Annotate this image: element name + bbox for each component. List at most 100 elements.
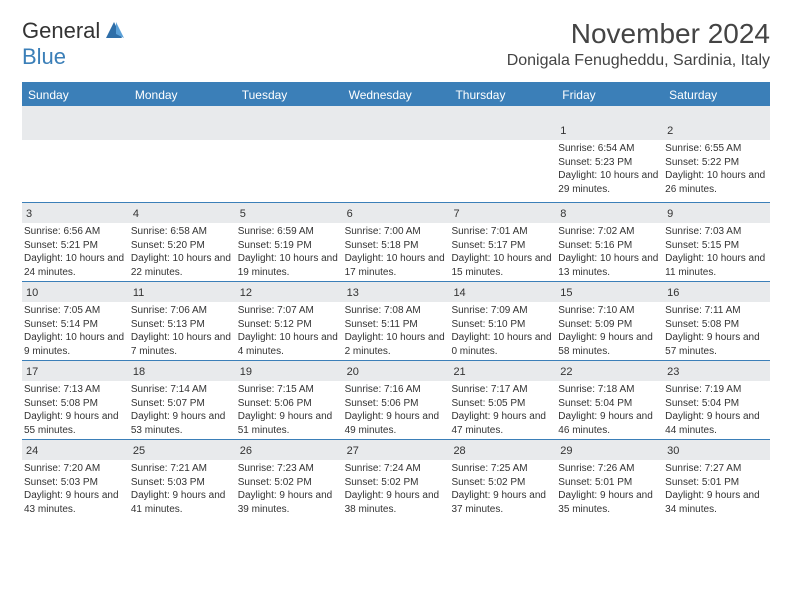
day-number: 11 (133, 287, 144, 299)
day-number: 24 (26, 445, 38, 457)
day-number-cell (449, 120, 556, 140)
sunset-text: Sunset: 5:02 PM (238, 476, 341, 490)
day-number-cell (22, 120, 129, 140)
sunrise-text: Sunrise: 7:05 AM (24, 304, 127, 318)
day-number: 21 (453, 366, 465, 378)
sunset-text: Sunset: 5:01 PM (558, 476, 661, 490)
sunrise-text: Sunrise: 7:24 AM (345, 462, 448, 476)
day-cell: Sunrise: 7:15 AMSunset: 5:06 PMDaylight:… (236, 381, 343, 439)
daylight-text: Daylight: 10 hours and 19 minutes. (238, 252, 341, 279)
day-number-cell: 18 (129, 361, 236, 381)
daylight-text: Daylight: 10 hours and 17 minutes. (345, 252, 448, 279)
sunset-text: Sunset: 5:11 PM (345, 318, 448, 332)
day-cell: Sunrise: 7:00 AMSunset: 5:18 PMDaylight:… (343, 223, 450, 281)
daylight-text: Daylight: 10 hours and 4 minutes. (238, 331, 341, 358)
dow-sunday: Sunday (22, 84, 129, 106)
day-cell: Sunrise: 6:55 AMSunset: 5:22 PMDaylight:… (663, 140, 770, 202)
sunrise-text: Sunrise: 6:59 AM (238, 225, 341, 239)
day-number: 3 (26, 208, 32, 220)
day-cell: Sunrise: 7:13 AMSunset: 5:08 PMDaylight:… (22, 381, 129, 439)
day-number: 5 (240, 208, 246, 220)
daylight-text: Daylight: 10 hours and 24 minutes. (24, 252, 127, 279)
sunset-text: Sunset: 5:09 PM (558, 318, 661, 332)
sunrise-text: Sunrise: 7:11 AM (665, 304, 768, 318)
sunset-text: Sunset: 5:21 PM (24, 239, 127, 253)
day-number: 4 (133, 208, 139, 220)
page-title: November 2024 (507, 18, 770, 50)
day-number: 10 (26, 287, 38, 299)
day-cell: Sunrise: 7:25 AMSunset: 5:02 PMDaylight:… (449, 460, 556, 518)
sunrise-text: Sunrise: 7:21 AM (131, 462, 234, 476)
sunrise-text: Sunrise: 6:54 AM (558, 142, 661, 156)
daylight-text: Daylight: 10 hours and 0 minutes. (451, 331, 554, 358)
day-cell: Sunrise: 7:20 AMSunset: 5:03 PMDaylight:… (22, 460, 129, 518)
day-number: 19 (240, 366, 252, 378)
daylight-text: Daylight: 10 hours and 22 minutes. (131, 252, 234, 279)
spacer-row (22, 106, 770, 120)
sunrise-text: Sunrise: 7:09 AM (451, 304, 554, 318)
day-number: 27 (347, 445, 359, 457)
day-number-cell: 23 (663, 361, 770, 381)
day-cell: Sunrise: 6:58 AMSunset: 5:20 PMDaylight:… (129, 223, 236, 281)
sunset-text: Sunset: 5:08 PM (24, 397, 127, 411)
day-number: 9 (667, 208, 673, 220)
daylight-text: Daylight: 10 hours and 11 minutes. (665, 252, 768, 279)
day-number-cell (129, 120, 236, 140)
day-number-cell: 9 (663, 203, 770, 223)
sunrise-text: Sunrise: 7:03 AM (665, 225, 768, 239)
sunrise-text: Sunrise: 7:17 AM (451, 383, 554, 397)
daylight-text: Daylight: 10 hours and 29 minutes. (558, 169, 661, 196)
brand-blue: Blue (22, 44, 66, 69)
day-cell: Sunrise: 6:56 AMSunset: 5:21 PMDaylight:… (22, 223, 129, 281)
day-number-cell: 27 (343, 440, 450, 460)
day-number: 14 (453, 287, 465, 299)
sunrise-text: Sunrise: 7:16 AM (345, 383, 448, 397)
day-number: 30 (667, 445, 679, 457)
day-number: 6 (347, 208, 353, 220)
daylight-text: Daylight: 9 hours and 47 minutes. (451, 410, 554, 437)
day-cell: Sunrise: 7:14 AMSunset: 5:07 PMDaylight:… (129, 381, 236, 439)
day-number-cell: 13 (343, 282, 450, 302)
daylight-text: Daylight: 9 hours and 37 minutes. (451, 489, 554, 516)
sunset-text: Sunset: 5:10 PM (451, 318, 554, 332)
day-number-cell: 12 (236, 282, 343, 302)
day-cell: Sunrise: 7:11 AMSunset: 5:08 PMDaylight:… (663, 302, 770, 360)
day-number: 25 (133, 445, 145, 457)
day-number-cell: 24 (22, 440, 129, 460)
sunrise-text: Sunrise: 7:07 AM (238, 304, 341, 318)
day-number: 18 (133, 366, 145, 378)
daylight-text: Daylight: 10 hours and 2 minutes. (345, 331, 448, 358)
daylight-text: Daylight: 9 hours and 57 minutes. (665, 331, 768, 358)
day-number: 15 (560, 287, 572, 299)
sunrise-text: Sunrise: 6:58 AM (131, 225, 234, 239)
day-number: 17 (26, 366, 38, 378)
day-cell: Sunrise: 7:17 AMSunset: 5:05 PMDaylight:… (449, 381, 556, 439)
sunset-text: Sunset: 5:06 PM (345, 397, 448, 411)
sunrise-text: Sunrise: 7:06 AM (131, 304, 234, 318)
sunset-text: Sunset: 5:13 PM (131, 318, 234, 332)
sunset-text: Sunset: 5:08 PM (665, 318, 768, 332)
day-number-cell: 15 (556, 282, 663, 302)
daylight-text: Daylight: 9 hours and 41 minutes. (131, 489, 234, 516)
daylight-text: Daylight: 9 hours and 58 minutes. (558, 331, 661, 358)
sunrise-text: Sunrise: 7:26 AM (558, 462, 661, 476)
sunrise-text: Sunrise: 7:19 AM (665, 383, 768, 397)
day-cell (129, 140, 236, 202)
daylight-text: Daylight: 9 hours and 43 minutes. (24, 489, 127, 516)
daylight-text: Daylight: 9 hours and 51 minutes. (238, 410, 341, 437)
sunset-text: Sunset: 5:02 PM (345, 476, 448, 490)
sunrise-text: Sunrise: 7:10 AM (558, 304, 661, 318)
day-cell: Sunrise: 7:05 AMSunset: 5:14 PMDaylight:… (22, 302, 129, 360)
day-number-cell: 22 (556, 361, 663, 381)
sunrise-text: Sunrise: 7:14 AM (131, 383, 234, 397)
sunrise-text: Sunrise: 7:08 AM (345, 304, 448, 318)
day-number-cell: 29 (556, 440, 663, 460)
day-cell (22, 140, 129, 202)
sunset-text: Sunset: 5:01 PM (665, 476, 768, 490)
dow-tuesday: Tuesday (236, 84, 343, 106)
sunrise-text: Sunrise: 7:15 AM (238, 383, 341, 397)
day-number-cell: 5 (236, 203, 343, 223)
day-cell (343, 140, 450, 202)
daylight-text: Daylight: 9 hours and 49 minutes. (345, 410, 448, 437)
dow-wednesday: Wednesday (343, 84, 450, 106)
